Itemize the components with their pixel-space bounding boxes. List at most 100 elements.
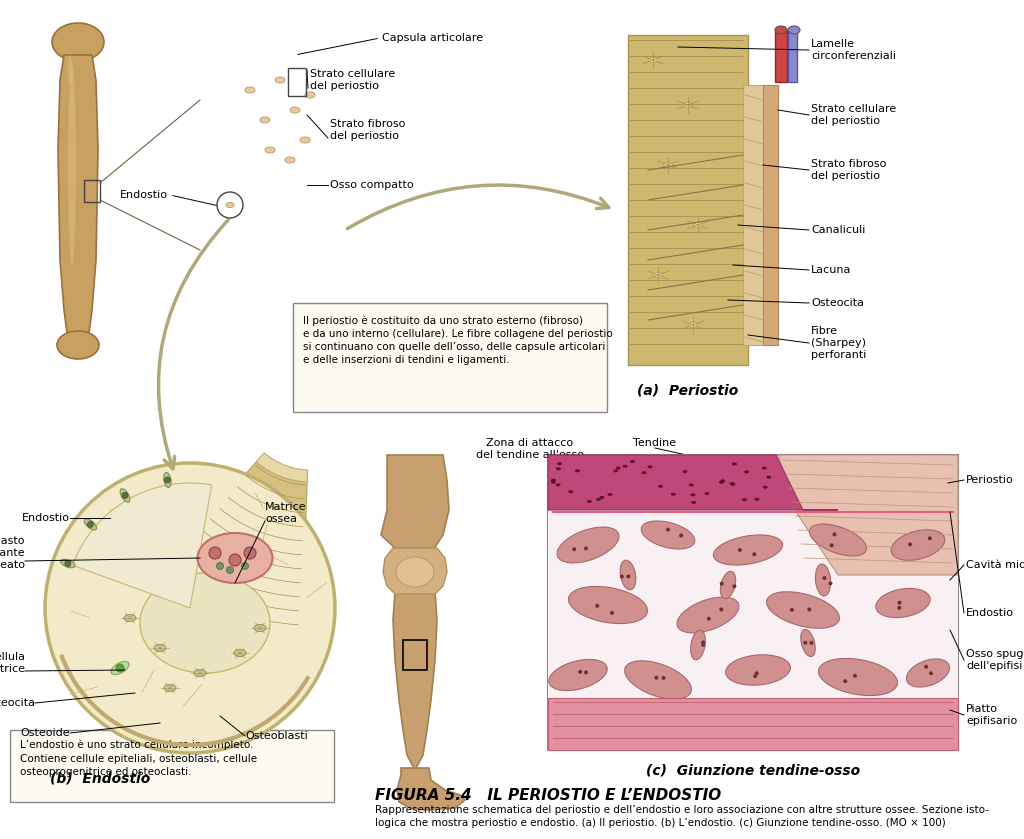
Ellipse shape [664, 163, 673, 168]
Ellipse shape [120, 488, 130, 503]
Ellipse shape [682, 470, 687, 473]
Circle shape [843, 680, 847, 683]
Circle shape [853, 674, 857, 678]
Polygon shape [383, 548, 447, 594]
Text: Strato cellulare
del periostio: Strato cellulare del periostio [310, 69, 395, 91]
Circle shape [627, 575, 631, 578]
Text: Piatto
epifisario: Piatto epifisario [966, 704, 1017, 726]
Circle shape [572, 547, 577, 551]
Circle shape [833, 533, 837, 536]
Circle shape [828, 581, 833, 586]
Ellipse shape [767, 591, 840, 628]
Ellipse shape [557, 527, 618, 563]
Polygon shape [548, 455, 838, 510]
Polygon shape [381, 455, 449, 550]
Ellipse shape [809, 524, 866, 556]
Text: Osteoide: Osteoide [20, 728, 70, 738]
Ellipse shape [111, 661, 129, 675]
Ellipse shape [788, 26, 800, 34]
Ellipse shape [766, 476, 771, 479]
Ellipse shape [689, 483, 694, 487]
Polygon shape [548, 698, 958, 750]
Circle shape [908, 542, 912, 546]
Circle shape [928, 536, 932, 540]
Ellipse shape [568, 490, 573, 493]
Text: Cellula
osteoprogenitrice: Cellula osteoprogenitrice [0, 652, 25, 674]
Ellipse shape [683, 102, 692, 107]
Circle shape [738, 548, 742, 552]
Circle shape [584, 546, 588, 550]
Ellipse shape [801, 629, 815, 657]
Ellipse shape [556, 467, 561, 471]
Ellipse shape [285, 157, 295, 163]
Circle shape [701, 643, 706, 647]
Wedge shape [155, 576, 298, 642]
Bar [628, 35, 748, 365]
Circle shape [732, 584, 736, 588]
Text: Lamelle
circonferenziali: Lamelle circonferenziali [811, 39, 896, 60]
Text: Osteoblasti: Osteoblasti [245, 731, 308, 741]
Circle shape [753, 552, 757, 556]
Ellipse shape [68, 65, 76, 265]
Circle shape [620, 575, 624, 579]
Ellipse shape [60, 560, 75, 568]
Circle shape [229, 554, 241, 566]
Ellipse shape [154, 644, 166, 652]
Polygon shape [778, 455, 958, 575]
Ellipse shape [755, 498, 760, 501]
Text: Endostio: Endostio [120, 190, 168, 200]
Polygon shape [397, 768, 465, 810]
Wedge shape [73, 483, 212, 608]
Bar [763, 85, 778, 345]
Text: (c)  Giunzione tendine-osso: (c) Giunzione tendine-osso [646, 764, 860, 778]
Ellipse shape [300, 137, 310, 143]
Ellipse shape [818, 659, 897, 696]
Text: Osteocita: Osteocita [0, 698, 35, 708]
Ellipse shape [587, 500, 592, 503]
Bar [403, 640, 427, 670]
Text: logica che mostra periostio e endostio. (a) Il periostio. (b) L’endostio. (c) Gi: logica che mostra periostio e endostio. … [375, 818, 946, 828]
Ellipse shape [719, 481, 724, 484]
Ellipse shape [891, 529, 945, 560]
Text: L’endostio è uno strato cellulare incompleto.
Contiene cellule epiteliali, osteo: L’endostio è uno strato cellulare incomp… [20, 740, 257, 777]
Bar [288, 68, 306, 96]
Text: Endostio: Endostio [966, 608, 1014, 618]
Ellipse shape [763, 486, 768, 488]
Circle shape [929, 671, 933, 675]
Text: Tendine: Tendine [634, 438, 677, 448]
Ellipse shape [599, 496, 604, 499]
Circle shape [897, 606, 901, 610]
Ellipse shape [194, 670, 206, 676]
Circle shape [809, 641, 813, 645]
Ellipse shape [124, 614, 136, 622]
Circle shape [822, 576, 826, 580]
Text: Osso spugnoso
dell'epifisi: Osso spugnoso dell'epifisi [966, 649, 1024, 671]
Circle shape [242, 562, 249, 570]
Circle shape [790, 607, 794, 612]
Text: FIGURA 5.4   IL PERIOSTIO E L’ENDOSTIO: FIGURA 5.4 IL PERIOSTIO E L’ENDOSTIO [375, 788, 721, 803]
Circle shape [610, 611, 614, 615]
Ellipse shape [305, 92, 315, 98]
Circle shape [579, 670, 583, 674]
Bar [84, 180, 100, 202]
Ellipse shape [551, 479, 556, 482]
Ellipse shape [621, 560, 636, 590]
Ellipse shape [198, 533, 272, 583]
Ellipse shape [775, 26, 787, 34]
Text: Matrice
ossea: Matrice ossea [265, 503, 306, 524]
Text: Osso compatto: Osso compatto [330, 180, 414, 190]
FancyBboxPatch shape [293, 303, 607, 412]
Ellipse shape [260, 117, 270, 123]
Text: Zona di attacco
del tendine all'osso: Zona di attacco del tendine all'osso [476, 438, 584, 460]
Ellipse shape [613, 469, 618, 472]
Circle shape [65, 560, 71, 566]
Ellipse shape [730, 482, 735, 486]
Circle shape [707, 617, 711, 621]
Circle shape [803, 641, 807, 644]
Ellipse shape [642, 472, 646, 474]
Text: Rappresentazione schematica del periostio e dell’endostio e loro associazione co: Rappresentazione schematica del periosti… [375, 805, 989, 815]
Ellipse shape [762, 466, 767, 470]
Circle shape [209, 547, 221, 559]
Ellipse shape [714, 535, 782, 565]
Circle shape [45, 463, 335, 753]
